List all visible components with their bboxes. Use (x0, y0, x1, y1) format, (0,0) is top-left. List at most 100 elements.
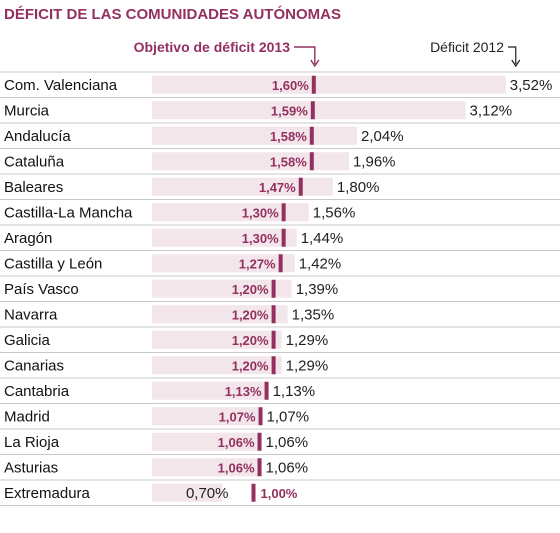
deficit-2012-bar (152, 305, 288, 324)
deficit-2012-bar (152, 407, 260, 426)
objetivo-2013-marker (271, 279, 276, 298)
chart-row: Castilla y León 1,42% 1,27% (0, 250, 560, 273)
deficit-2012-value-label: 1,06% (266, 459, 309, 476)
objetivo-2013-marker (258, 407, 263, 426)
objetivo-2013-marker (264, 381, 269, 400)
deficit-2012-bar (152, 101, 466, 120)
legend-deficit-label: Déficit 2012 (430, 39, 504, 55)
objetivo-2013-value-label: 1,20% (232, 282, 269, 297)
category-label: La Rioja (4, 434, 60, 451)
deficit-2012-bar (152, 381, 266, 400)
objetivo-2013-marker (257, 458, 262, 477)
chart-title: DÉFICIT DE LAS COMUNIDADES AUTÓNOMAS (4, 6, 341, 23)
deficit-2012-value-label: 1,35% (292, 306, 335, 323)
category-label: Com. Valenciana (4, 77, 118, 94)
deficit-2012-value-label: 1,44% (301, 230, 344, 247)
deficit-2012-bar (152, 152, 349, 171)
deficit-2012-value-label: 1,80% (337, 179, 380, 196)
objetivo-2013-value-label: 1,06% (218, 435, 255, 450)
objetivo-2013-marker (281, 203, 286, 222)
deficit-2012-value-label: 1,13% (273, 383, 316, 400)
chart-rows: Com. Valenciana 3,52% 1,60% Murcia 3,12% 1,59… (0, 71, 560, 506)
objetivo-2013-value-label: 1,20% (232, 333, 269, 348)
legend-objetivo-arrow-icon (310, 59, 320, 68)
chart-row: Cataluña 1,96% 1,58% (0, 148, 560, 171)
deficit-2012-bar (152, 458, 259, 477)
legend-objetivo-label: Objetivo de déficit 2013 (134, 39, 291, 55)
deficit-2012-bar (152, 356, 282, 375)
category-label: País Vasco (4, 281, 79, 298)
legend-deficit-arrow-icon (511, 59, 521, 68)
objetivo-2013-marker (271, 305, 276, 324)
deficit-2012-bar (152, 177, 333, 196)
objetivo-2013-marker (311, 75, 316, 94)
category-label: Baleares (4, 179, 63, 196)
objetivo-2013-value-label: 1,20% (232, 358, 269, 373)
deficit-2012-value-label: 1,96% (353, 153, 396, 170)
category-label: Extremadura (4, 485, 91, 502)
legend-deficit-leader (508, 46, 517, 64)
deficit-2012-value-label: 0,70% (186, 485, 229, 502)
deficit-2012-bar (152, 228, 297, 247)
objetivo-2013-value-label: 1,60% (272, 78, 309, 93)
legend-objetivo-leader (294, 46, 316, 64)
objetivo-2013-marker (251, 483, 256, 502)
chart-row: Baleares 1,80% 1,47% (0, 173, 560, 196)
objetivo-2013-value-label: 1,00% (261, 486, 298, 501)
objetivo-2013-marker (309, 126, 314, 145)
deficit-2012-value-label: 1,42% (299, 255, 342, 272)
deficit-2012-value-label: 3,52% (510, 77, 553, 94)
category-label: Castilla-La Mancha (4, 204, 133, 221)
objetivo-2013-marker (271, 356, 276, 375)
category-label: Andalucía (4, 128, 71, 145)
objetivo-2013-value-label: 1,58% (270, 129, 307, 144)
deficit-2012-value-label: 1,29% (286, 332, 329, 349)
category-label: Cantabria (4, 383, 70, 400)
objetivo-2013-marker (281, 228, 286, 247)
deficit-2012-bar (152, 483, 223, 502)
chart-row: Murcia 3,12% 1,59% (0, 97, 560, 120)
category-label: Aragón (4, 230, 52, 247)
category-label: Murcia (4, 102, 50, 119)
category-label: Galicia (4, 332, 51, 349)
category-label: Canarias (4, 357, 64, 374)
chart-row: Extremadura 0,70% 1,00% (0, 479, 560, 502)
category-label: Cataluña (4, 153, 65, 170)
objetivo-2013-value-label: 1,30% (242, 231, 279, 246)
deficit-2012-value-label: 1,07% (267, 408, 310, 425)
chart-row: Cantabria 1,13% 1,13% (0, 377, 560, 400)
deficit-2012-value-label: 1,39% (296, 281, 339, 298)
objetivo-2013-marker (257, 432, 262, 451)
objetivo-2013-value-label: 1,13% (225, 384, 262, 399)
chart-row: Asturias 1,06% 1,06% (0, 454, 560, 477)
objetivo-2013-marker (278, 254, 283, 273)
chart-row: Galicia 1,29% 1,20% (0, 326, 560, 349)
chart-row: Madrid 1,07% 1,07% (0, 403, 560, 426)
chart-row: Navarra 1,35% 1,20% (0, 301, 560, 324)
chart-row: País Vasco 1,39% 1,20% (0, 275, 560, 298)
objetivo-2013-value-label: 1,27% (239, 256, 276, 271)
deficit-2012-bar (152, 279, 292, 298)
category-label: Navarra (4, 306, 58, 323)
objetivo-2013-value-label: 1,59% (271, 103, 308, 118)
chart-row: Andalucía 2,04% 1,58% (0, 122, 560, 145)
category-label: Castilla y León (4, 255, 102, 272)
deficit-2012-value-label: 1,29% (286, 357, 329, 374)
deficit-2012-bar (152, 203, 309, 222)
objetivo-2013-value-label: 1,58% (270, 154, 307, 169)
deficit-2012-bar (152, 330, 282, 349)
category-label: Asturias (4, 459, 58, 476)
objetivo-2013-value-label: 1,20% (232, 307, 269, 322)
chart-row: Castilla-La Mancha 1,56% 1,30% (0, 199, 560, 222)
objetivo-2013-marker (271, 330, 276, 349)
chart-row: Aragón 1,44% 1,30% (0, 224, 560, 247)
objetivo-2013-marker (298, 177, 303, 196)
deficit-2012-value-label: 2,04% (361, 128, 404, 145)
objetivo-2013-value-label: 1,30% (242, 205, 279, 220)
chart-row: La Rioja 1,06% 1,06% (0, 428, 560, 451)
deficit-2012-value-label: 3,12% (470, 102, 513, 119)
deficit-2012-bar (152, 75, 506, 94)
objetivo-2013-value-label: 1,47% (259, 180, 296, 195)
objetivo-2013-marker (309, 152, 314, 171)
